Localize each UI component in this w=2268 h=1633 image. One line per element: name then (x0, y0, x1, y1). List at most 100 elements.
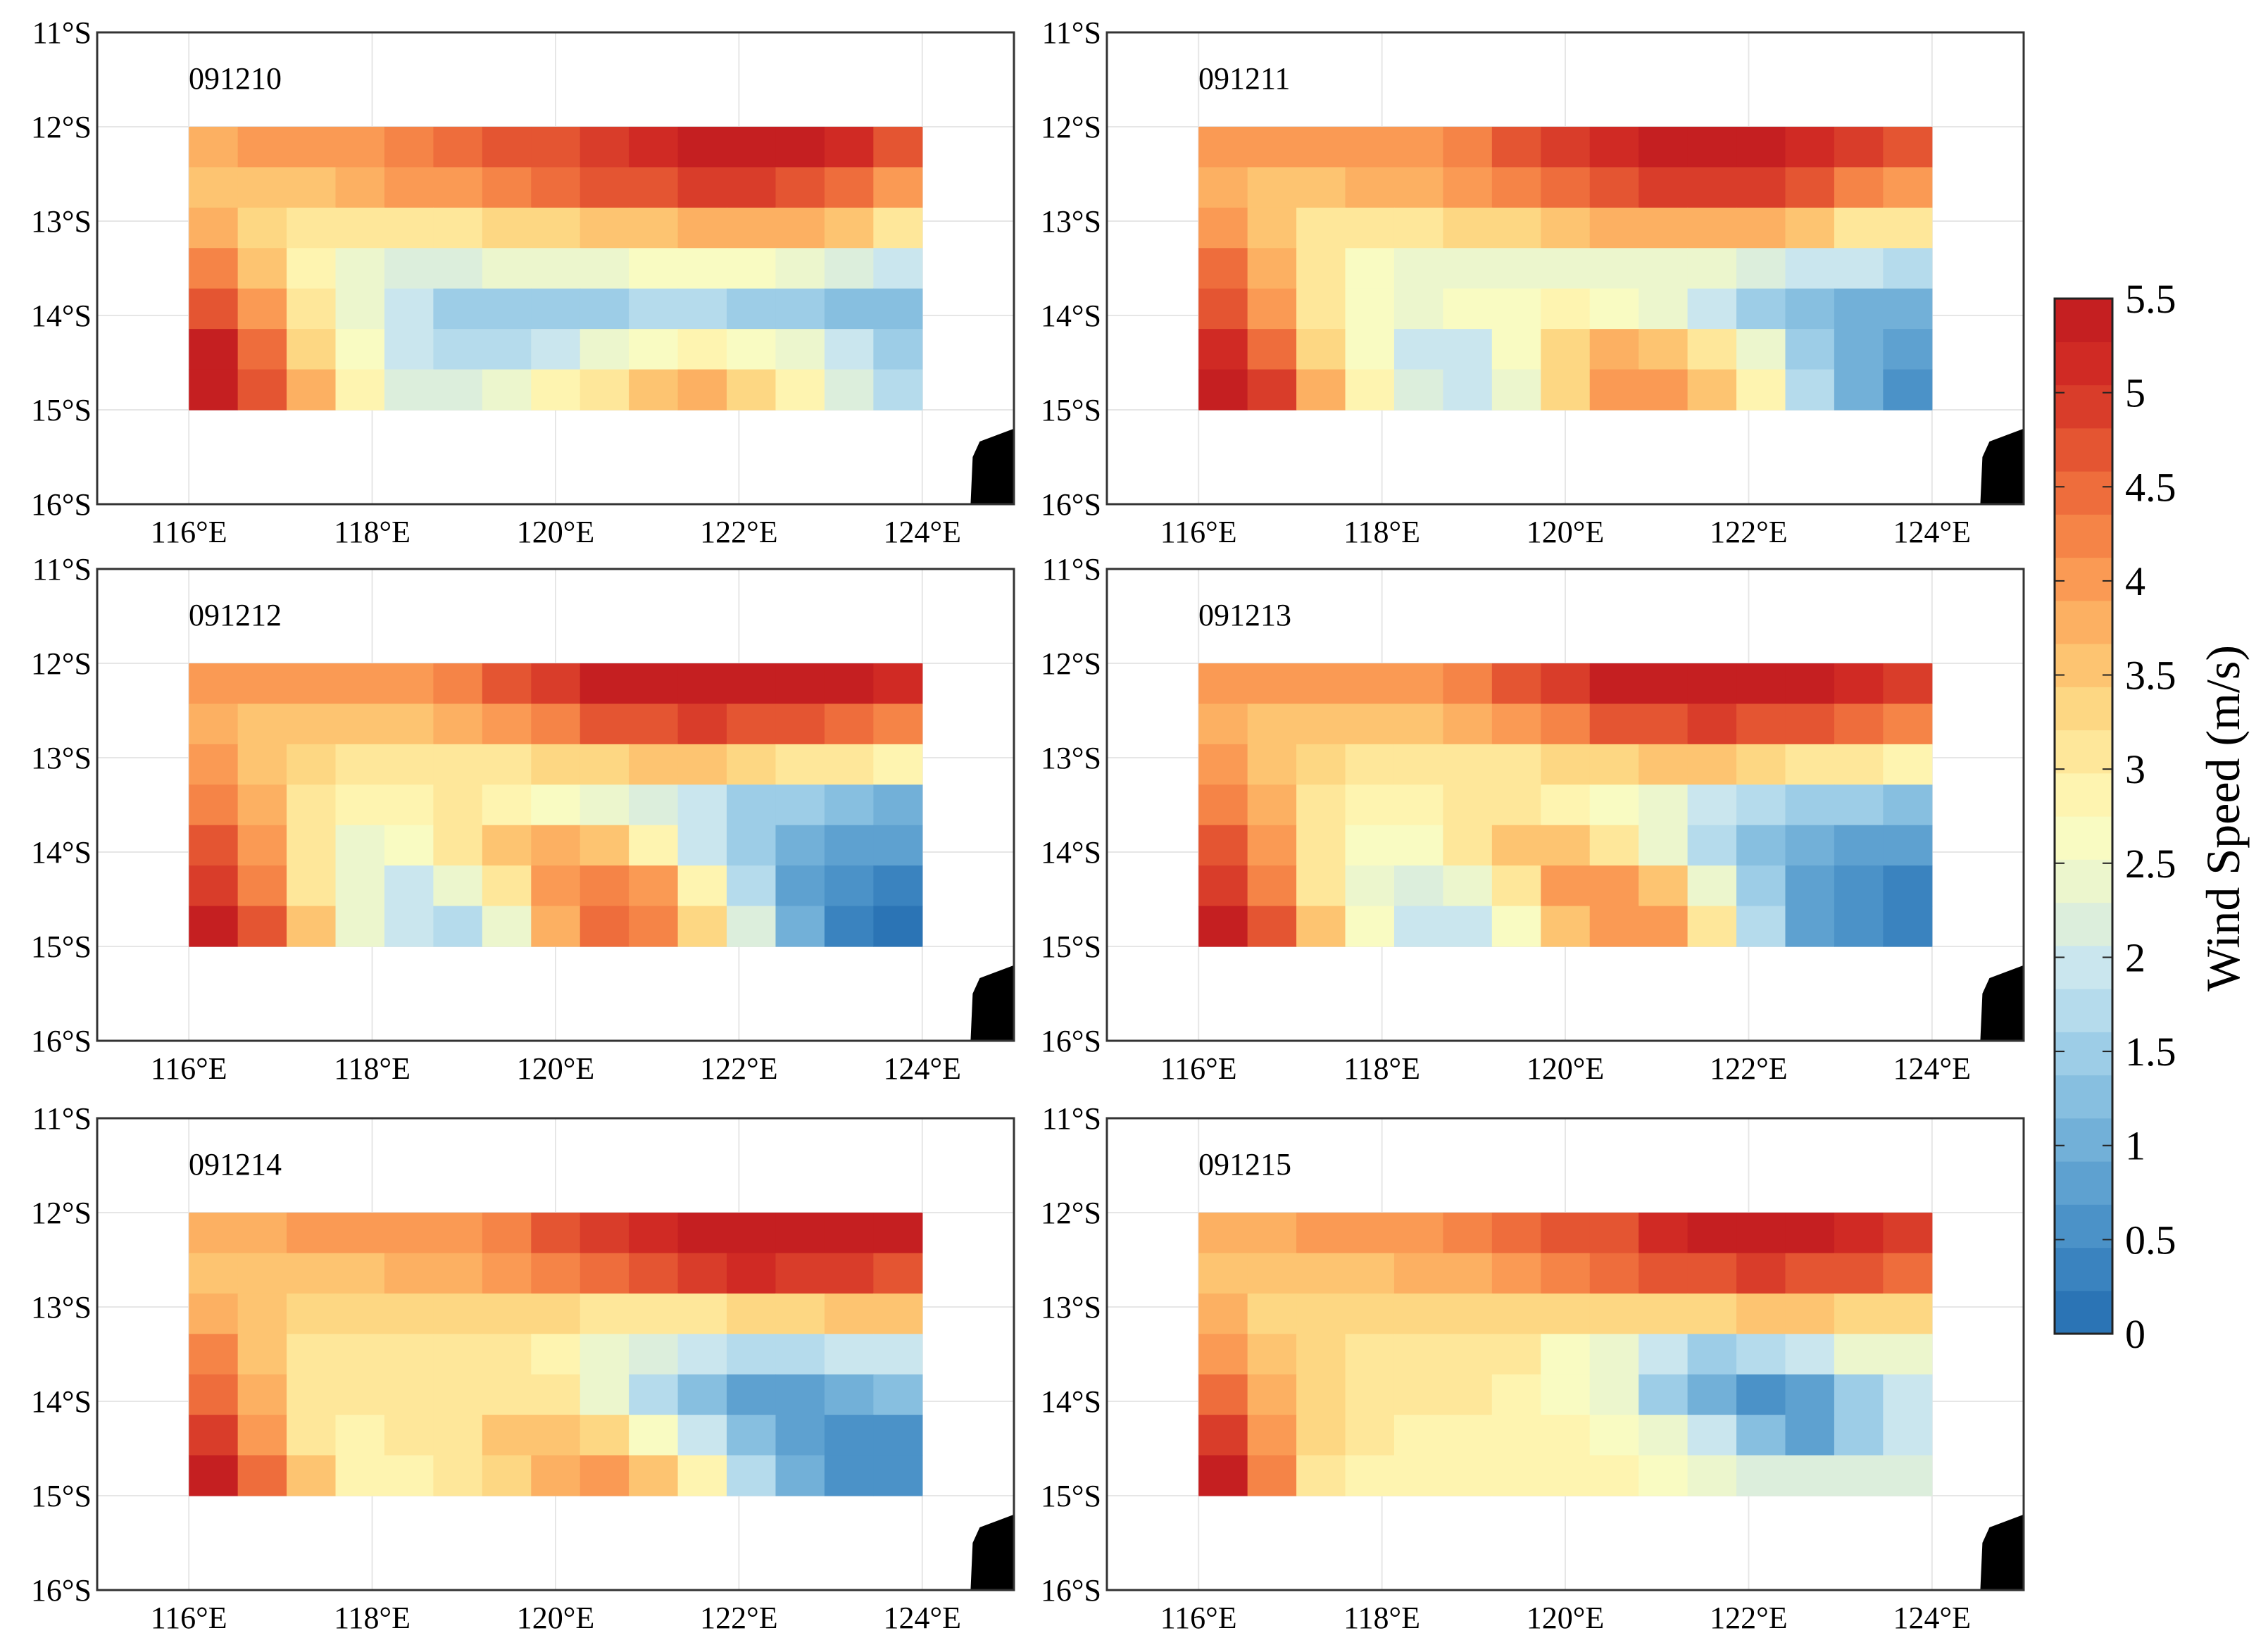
heatmap-cell (1785, 663, 1835, 705)
heatmap-cell (1541, 248, 1591, 289)
panel-label: 091215 (1198, 1147, 1291, 1182)
heatmap-cell (1443, 1213, 1493, 1254)
heatmap-cell (1491, 127, 1541, 168)
heatmap-cell (1491, 1374, 1541, 1415)
heatmap-cell (1247, 865, 1297, 907)
heatmap-cell (1785, 207, 1835, 249)
axes-frame (1105, 568, 2025, 1042)
heatmap-cell (775, 369, 825, 411)
heatmap-cell (1247, 744, 1297, 785)
heatmap-cell (824, 167, 874, 208)
heatmap-cell (1785, 784, 1835, 826)
heatmap-cell (237, 784, 287, 826)
x-tick-label: 118°E (334, 1601, 411, 1633)
colorbar-tick-label: 4.5 (2125, 464, 2176, 510)
y-tick-label: 15°S (31, 930, 92, 964)
heatmap-cell (579, 369, 629, 411)
heatmap-cell (1589, 248, 1639, 289)
y-tick-label: 11°S (32, 552, 92, 587)
heatmap-cell (1736, 127, 1786, 168)
y-tick-label: 11°S (32, 15, 92, 50)
heatmap-cell (433, 744, 483, 785)
heatmap-cell (1491, 1455, 1541, 1496)
heatmap-cell (1541, 1293, 1591, 1334)
heatmap-cell (1883, 1415, 1933, 1456)
heatmap-cell (1198, 865, 1248, 907)
heatmap-cell (1736, 167, 1786, 208)
panel-4: 091213 116°E 118°E 120°E 122°E 124°E 11°S 12°S 1… (1041, 552, 2025, 1086)
heatmap-cell (1639, 906, 1689, 947)
y-tick-label: 12°S (1041, 646, 1101, 681)
heatmap-cell (531, 865, 581, 907)
heatmap-cell (1296, 703, 1346, 745)
heatmap-cell (384, 1374, 434, 1415)
heatmap-cell (1296, 906, 1346, 947)
heatmap-cell (775, 663, 825, 705)
land-mass (1980, 1514, 2024, 1590)
heatmap-cell (287, 1415, 337, 1456)
heatmap-cell (287, 1213, 337, 1254)
heatmap-cell (824, 663, 874, 705)
heatmap-cell (1883, 906, 1933, 947)
heatmap-cell (1393, 207, 1443, 249)
heatmap-cell (335, 167, 385, 208)
heatmap-cell (433, 703, 483, 745)
x-tick-label: 120°E (517, 515, 594, 549)
heatmap-cell (1589, 1293, 1639, 1334)
y-tick-label: 16°S (31, 1024, 92, 1058)
heatmap-cell (824, 1253, 874, 1294)
heatmap-cell (1491, 248, 1541, 289)
colorbar-tick-label: 5.5 (2125, 276, 2176, 322)
heatmap-cell (1296, 1455, 1346, 1496)
heatmap-cell (482, 369, 532, 411)
heatmap-cell (335, 1415, 385, 1456)
heatmap-cell (433, 1455, 483, 1496)
colorbar-level (2055, 772, 2112, 817)
heatmap-cell (1736, 865, 1786, 907)
heatmap-cell (1491, 825, 1541, 866)
heatmap-cell (287, 329, 337, 370)
heatmap-cell (1247, 1374, 1297, 1415)
land-mass (970, 428, 1014, 504)
heatmap-cell (482, 248, 532, 289)
heatmap-cell (482, 825, 532, 866)
heatmap-cell (1491, 906, 1541, 947)
heatmap-cell (384, 825, 434, 866)
heatmap-cell (1198, 1415, 1248, 1456)
heatmap-cell (433, 1293, 483, 1334)
heatmap-cell (433, 1334, 483, 1375)
y-tick-label: 13°S (1041, 1290, 1101, 1325)
colorbar-level (2055, 1161, 2112, 1205)
y-tick-label: 16°S (1041, 1024, 1101, 1058)
heatmap-cell (1736, 1334, 1786, 1375)
heatmap-cell (1198, 1374, 1248, 1415)
heatmap-cell (1345, 1293, 1395, 1334)
heatmap-cell (1247, 784, 1297, 826)
heatmap-cell (677, 248, 727, 289)
heatmap-cell (1541, 663, 1591, 705)
axes-frame (1105, 31, 2025, 506)
heatmap-cell (1296, 127, 1346, 168)
heatmap-cell (629, 329, 679, 370)
heatmap-cell (629, 207, 679, 249)
heatmap-cell (1687, 865, 1737, 907)
heatmap-cell (433, 288, 483, 330)
heatmap-cell (1589, 207, 1639, 249)
heatmap-cell (531, 1213, 581, 1254)
y-tick-label: 11°S (1042, 1101, 1101, 1136)
x-tick-label: 116°E (1160, 1051, 1237, 1086)
heatmap-cell (629, 703, 679, 745)
heatmap-cell (579, 1334, 629, 1375)
heatmap-cell (189, 329, 239, 370)
heatmap-cell (677, 1334, 727, 1375)
heatmap-cell (629, 784, 679, 826)
heatmap-cell (1345, 906, 1395, 947)
heatmap-cell (1589, 703, 1639, 745)
heatmap-cell (775, 167, 825, 208)
colorbar-tick-label: 3 (2125, 746, 2145, 792)
heatmap-cell (775, 825, 825, 866)
heatmap-cell (579, 248, 629, 289)
heatmap-cell (1345, 663, 1395, 705)
heatmap-cell (237, 1455, 287, 1496)
heatmap-cell (531, 663, 581, 705)
